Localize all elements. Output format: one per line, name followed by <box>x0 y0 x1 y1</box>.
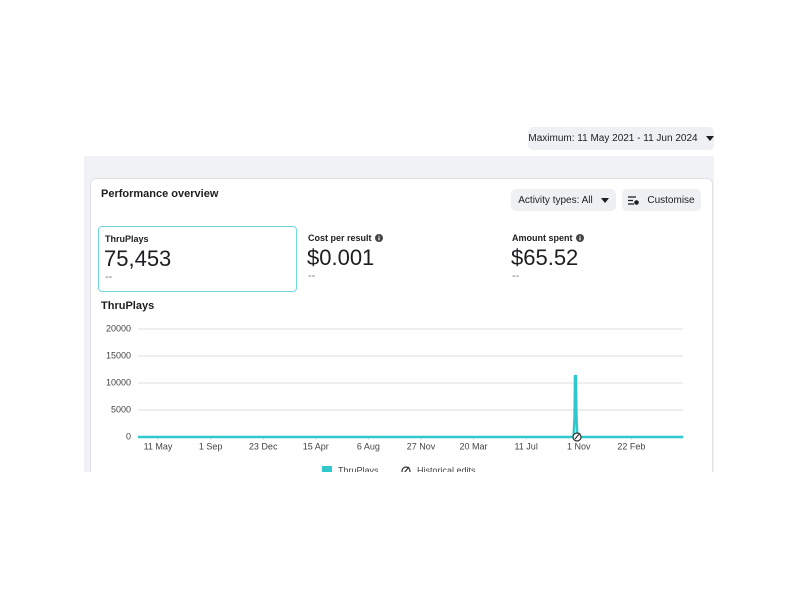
x-tick-label: 11 Jul <box>514 441 537 451</box>
card-title: Performance overview <box>101 188 219 200</box>
y-tick-label: 0 <box>126 431 131 441</box>
metric-comparison: -- <box>512 270 520 282</box>
y-tick-label: 15000 <box>106 350 131 360</box>
metric-label-row: Cost per result <box>308 233 383 243</box>
chart-title: ThruPlays <box>101 300 155 312</box>
customise-button[interactable]: Customise <box>622 189 701 211</box>
viewport: Maximum: 11 May 2021 - 11 Jun 2024 Perfo… <box>84 127 714 472</box>
legend-label: Historical edits <box>417 465 476 472</box>
legend-swatch <box>322 466 332 472</box>
y-tick-label: 10000 <box>106 377 131 387</box>
card <box>90 178 713 472</box>
icon-stroke <box>404 466 410 472</box>
chart: 0 5000 10000 15000 20000 11 May 1 Sep 23 Dec 15 … <box>106 323 683 472</box>
legend-label: ThruPlays <box>338 465 379 472</box>
date-range-button[interactable]: Maximum: 11 May 2021 - 11 Jun 2024 <box>528 127 714 150</box>
metric-comparison: -- <box>105 271 113 283</box>
button-text: Activity types: All <box>518 194 593 206</box>
x-tick-label: 23 Dec <box>249 441 278 451</box>
metric-label-row: Amount spent <box>512 233 584 243</box>
metric-card[interactable]: ThruPlays 75,453 -- <box>98 226 297 292</box>
metric-card[interactable]: Amount spent $65.52 -- <box>506 226 703 290</box>
activity-button[interactable]: Activity types: All <box>511 189 616 211</box>
x-tick-label: 11 May <box>144 441 173 451</box>
x-tick-label: 20 Mar <box>460 441 488 451</box>
x-tick-label: 27 Nov <box>407 441 436 451</box>
metric-comparison: -- <box>308 270 316 282</box>
legend-edit-icon <box>401 466 411 472</box>
metric-card[interactable]: Cost per result $0.001 -- <box>302 226 499 290</box>
metric-label: Cost per result <box>308 233 372 243</box>
historical-edit-marker <box>572 432 582 442</box>
dropdown-icon <box>705 136 714 141</box>
info-icon <box>374 234 383 242</box>
button-text: Customise <box>647 194 695 206</box>
series-line <box>138 374 683 439</box>
metric-label: Amount spent <box>512 233 573 243</box>
x-tick-label: 1 Sep <box>199 441 223 451</box>
metric-value: $65.52 <box>511 245 579 270</box>
dropdown-icon <box>600 197 609 203</box>
y-tick-label: 20000 <box>106 323 131 333</box>
x-tick-label: 15 Apr <box>303 441 329 451</box>
customise-icon <box>628 195 640 205</box>
metric-value: $0.001 <box>307 245 375 270</box>
metric-value: 75,453 <box>104 246 172 271</box>
date-range-text: Maximum: 11 May 2021 - 11 Jun 2024 <box>528 133 698 144</box>
info-icon <box>575 234 584 242</box>
x-tick-label: 1 Nov <box>567 441 591 451</box>
y-tick-label: 5000 <box>111 404 131 414</box>
metric-label: ThruPlays <box>105 234 149 244</box>
x-tick-label: 22 Feb <box>617 441 645 451</box>
x-tick-label: 6 Aug <box>357 441 380 451</box>
